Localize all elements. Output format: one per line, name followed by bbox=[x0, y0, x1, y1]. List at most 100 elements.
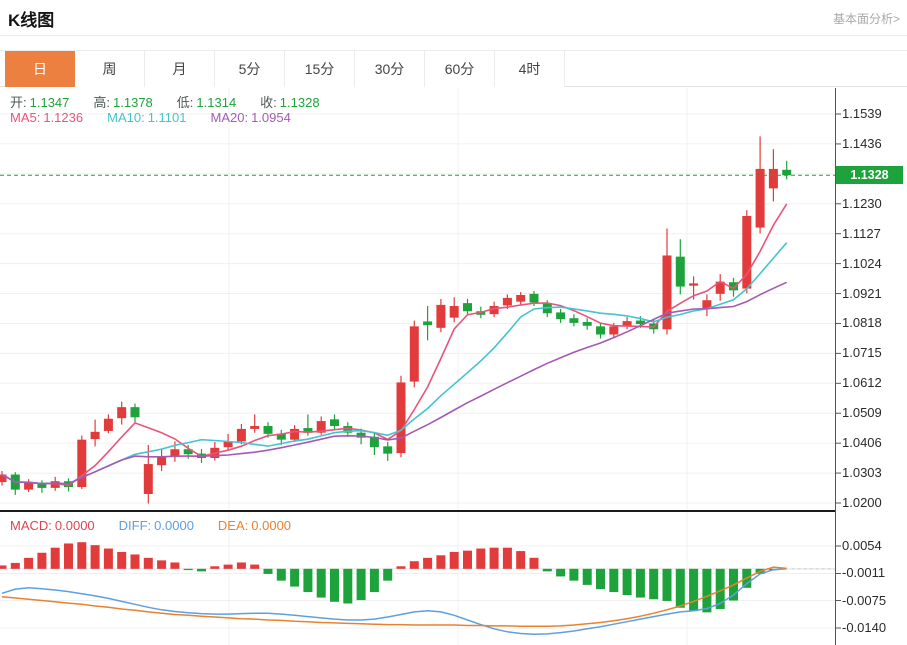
macd-hist-bar bbox=[236, 562, 246, 569]
macd-hist-bar bbox=[183, 568, 193, 571]
tab-4h[interactable]: 4时 bbox=[495, 51, 565, 87]
panel-separator bbox=[0, 510, 835, 512]
legend-item: 高: 1.1378 bbox=[93, 95, 153, 110]
tab-5m[interactable]: 5分 bbox=[215, 51, 285, 87]
candle-body bbox=[330, 419, 339, 427]
candle-body bbox=[290, 428, 300, 440]
fundamental-analysis-link[interactable]: 基本面分析> bbox=[832, 12, 900, 26]
macd-hist-bar bbox=[50, 547, 60, 569]
macd-legend: MACD: 0.0000 DIFF: 0.0000 DEA: 0.0000 bbox=[10, 518, 315, 533]
legend-item: MA5: 1.1236 bbox=[10, 110, 84, 125]
candle-body bbox=[236, 428, 246, 442]
macd-hist-bar bbox=[383, 568, 393, 581]
macd-hist-bar bbox=[649, 568, 659, 600]
y-axis-label: 1.1024 bbox=[842, 255, 882, 271]
macd-hist-bar bbox=[463, 550, 472, 569]
macd-hist-bar bbox=[516, 551, 526, 569]
macd-hist-bar bbox=[37, 552, 47, 569]
y-axis-label: -0.0011 bbox=[842, 565, 886, 581]
legend-item: 开: 1.1347 bbox=[10, 95, 70, 110]
candle-body bbox=[130, 407, 140, 418]
macd-hist-bar bbox=[250, 564, 260, 569]
y-axis-label: 1.0509 bbox=[842, 405, 882, 421]
macd-hist-bar bbox=[369, 568, 379, 593]
macd-hist-bar bbox=[409, 561, 419, 569]
tab-day[interactable]: 日 bbox=[5, 51, 75, 87]
candle-body bbox=[729, 282, 738, 291]
macd-hist-bar bbox=[303, 568, 313, 593]
macd-hist-bar bbox=[449, 551, 459, 569]
candle-body bbox=[782, 169, 792, 176]
tab-week[interactable]: 周 bbox=[75, 51, 145, 87]
candle-body bbox=[183, 449, 193, 455]
candle-body bbox=[702, 300, 712, 309]
macd-hist-bar bbox=[356, 568, 366, 601]
legend-item: DIFF: 0.0000 bbox=[118, 518, 194, 533]
candle-body bbox=[170, 449, 180, 458]
candle-body bbox=[609, 326, 619, 335]
macd-hist-bar bbox=[423, 557, 433, 569]
y-axis-label: 1.0612 bbox=[842, 375, 882, 391]
candle-body bbox=[582, 322, 592, 326]
header-divider bbox=[0, 35, 907, 36]
ma10-line bbox=[1, 242, 788, 485]
candle-body bbox=[103, 418, 113, 431]
candle-body bbox=[489, 306, 499, 315]
y-axis-label: -0.0075 bbox=[842, 592, 887, 608]
y-axis-label: 1.0818 bbox=[842, 315, 882, 331]
y-axis-label: 1.0200 bbox=[842, 495, 882, 510]
candle-body bbox=[529, 293, 539, 303]
candle-body bbox=[37, 482, 47, 488]
macd-hist-bar bbox=[715, 568, 725, 609]
y-axis-label: 1.0406 bbox=[842, 435, 882, 451]
macd-hist-bar bbox=[582, 568, 592, 585]
y-axis-label: 1.0715 bbox=[842, 345, 882, 361]
macd-hist-bar bbox=[622, 568, 632, 596]
candle-body bbox=[715, 281, 725, 294]
legend-item: 收: 1.1328 bbox=[260, 95, 320, 110]
macd-hist-bar bbox=[675, 568, 685, 608]
macd-hist-bar bbox=[502, 547, 512, 569]
macd-hist-bar bbox=[635, 568, 645, 598]
y-axis-label: -0.0140 bbox=[842, 620, 887, 635]
y-axis-label: 1.1230 bbox=[842, 195, 882, 211]
macd-hist-bar bbox=[77, 542, 87, 569]
macd-hist-bar bbox=[542, 568, 552, 572]
ma20-line bbox=[1, 281, 788, 485]
macd-hist-bar bbox=[316, 568, 326, 598]
macd-hist-bar bbox=[569, 568, 579, 581]
macd-hist-bar bbox=[596, 568, 605, 590]
macd-hist-bar bbox=[556, 568, 566, 577]
candle-body bbox=[675, 256, 685, 287]
y-axis-label: 1.1436 bbox=[842, 135, 882, 151]
macd-hist-bar bbox=[117, 551, 127, 569]
current-price-badge: 1.1328 bbox=[836, 166, 903, 185]
macd-hist-bar bbox=[210, 566, 220, 569]
tab-15m[interactable]: 15分 bbox=[285, 51, 355, 87]
legend-item: MA10: 1.1101 bbox=[107, 110, 187, 125]
candle-body bbox=[276, 433, 286, 440]
tab-30m[interactable]: 30分 bbox=[355, 51, 425, 87]
macd-hist-bar bbox=[290, 568, 300, 587]
candle-body bbox=[436, 304, 446, 328]
legend-item: MACD: 0.0000 bbox=[10, 518, 95, 533]
macd-hist-bar bbox=[24, 557, 34, 569]
dea-line bbox=[1, 566, 787, 628]
macd-hist-bar bbox=[157, 560, 167, 569]
candle-body bbox=[50, 481, 60, 488]
candle-body bbox=[569, 318, 579, 323]
legend-item: 低: 1.1314 bbox=[176, 95, 237, 110]
candle-body bbox=[409, 326, 419, 382]
candle-body bbox=[556, 312, 566, 320]
macd-hist-bar bbox=[662, 568, 672, 601]
candle-body bbox=[449, 306, 459, 318]
tab-60m[interactable]: 60分 bbox=[425, 51, 495, 87]
candle-body bbox=[689, 283, 699, 286]
ma5-line bbox=[1, 203, 788, 487]
macd-hist-bar bbox=[702, 568, 712, 613]
macd-hist-bar bbox=[436, 555, 446, 569]
tab-month[interactable]: 月 bbox=[145, 51, 215, 87]
macd-hist-bar bbox=[396, 566, 406, 569]
macd-hist-bar bbox=[263, 568, 273, 574]
candle-body bbox=[662, 255, 672, 330]
